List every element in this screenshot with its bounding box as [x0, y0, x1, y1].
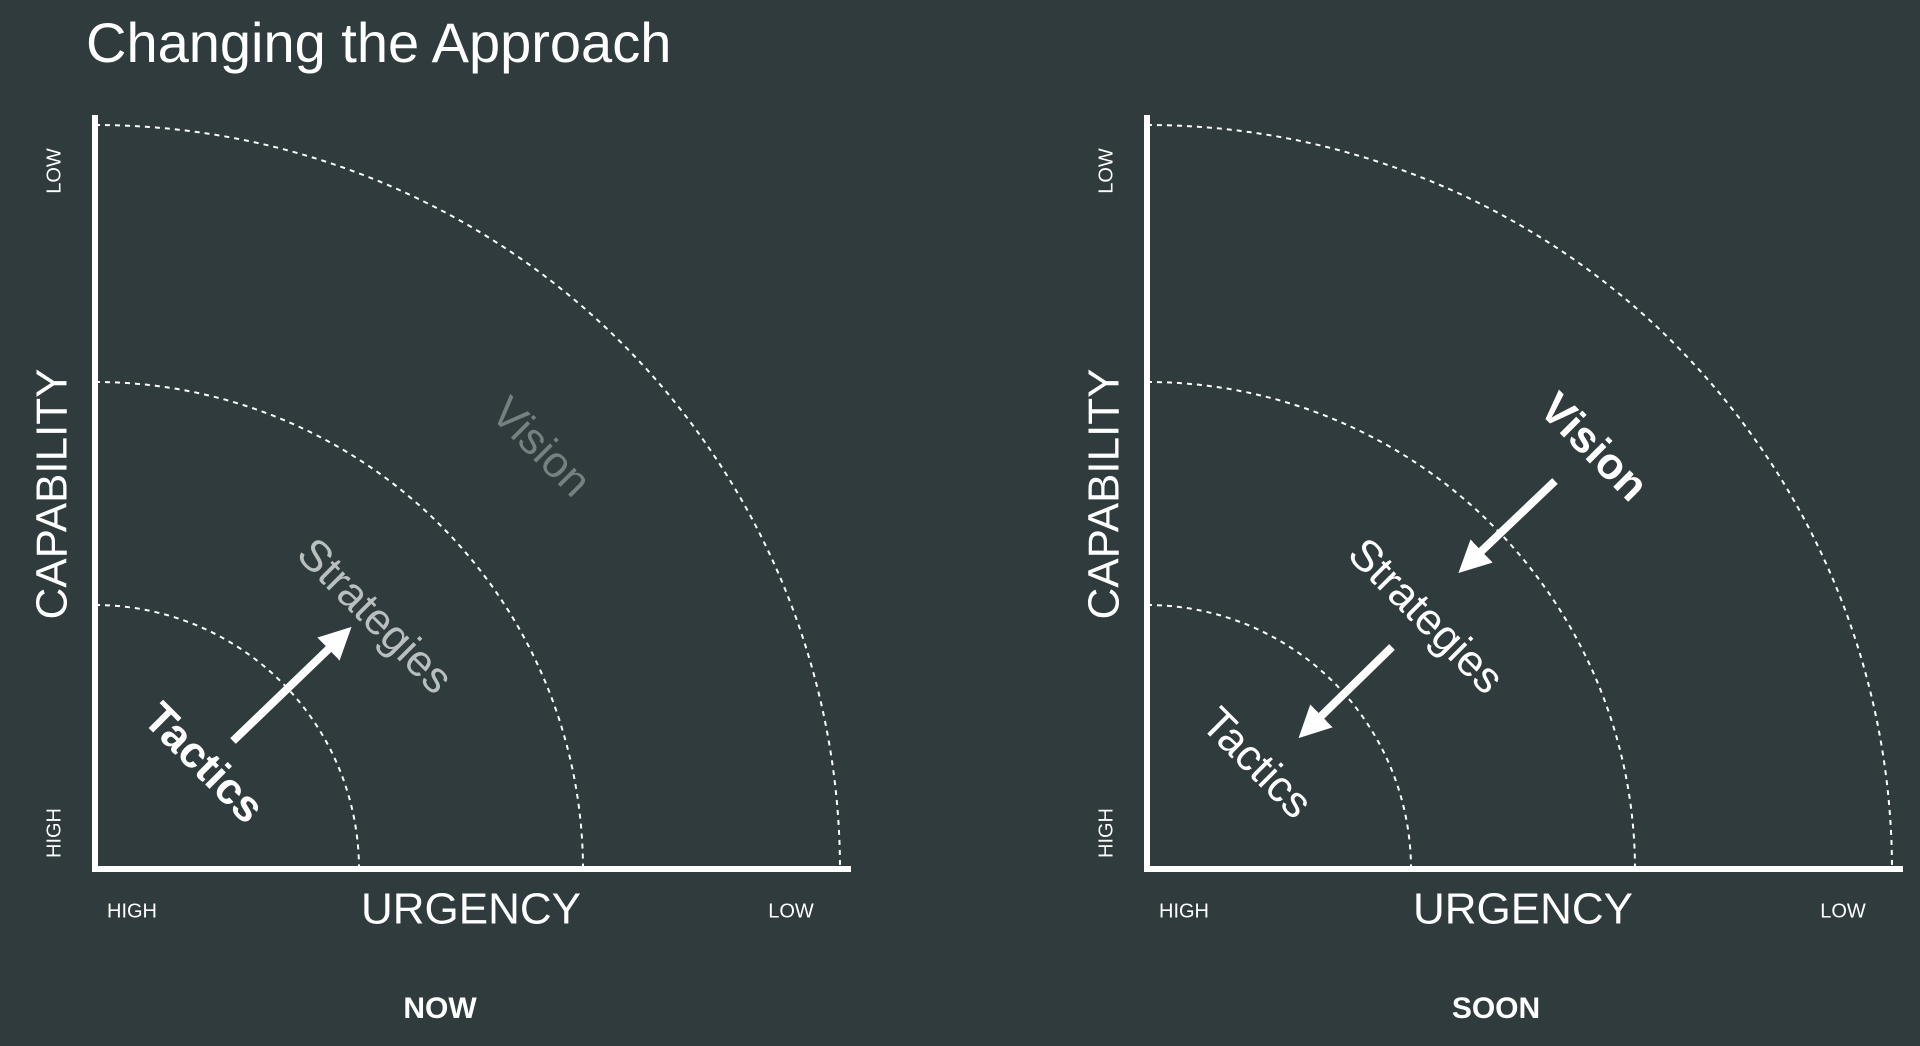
arrow: [1298, 644, 1395, 739]
arrow: [230, 626, 352, 744]
y-label: CAPABILITY: [1080, 368, 1129, 619]
y-low: LOW: [43, 148, 65, 194]
tactics: Tactics: [1192, 698, 1322, 828]
title: Changing the Approach: [86, 11, 671, 74]
vision: Vision: [482, 388, 601, 507]
panel-soon: LOW HIGH CAPABILITY HIGH URGENCY LOW SOO…: [1080, 115, 1903, 1025]
x-high: HIGH: [1159, 900, 1209, 922]
y-high: HIGH: [1095, 808, 1117, 858]
x-low: LOW: [768, 900, 814, 922]
tactics: Tactics: [134, 693, 274, 833]
ring-inner: [1146, 604, 1412, 870]
y-low: LOW: [1095, 148, 1117, 194]
x-label: URGENCY: [361, 885, 581, 934]
y-label: CAPABILITY: [28, 368, 77, 619]
ring-outer: [94, 124, 841, 870]
panel-now: LOW HIGH CAPABILITY HIGH URGENCY LOW NOW…: [28, 115, 851, 1025]
arrow: [1458, 478, 1558, 574]
x-low: LOW: [1820, 900, 1866, 922]
ring-middle: [94, 381, 584, 870]
ring-inner: [94, 604, 360, 870]
axes: [92, 115, 851, 872]
y-high: HIGH: [43, 808, 65, 858]
axes: [1144, 115, 1903, 872]
ring-outer: [1146, 124, 1893, 870]
caption: SOON: [1452, 992, 1540, 1025]
caption: NOW: [403, 992, 477, 1025]
x-high: HIGH: [107, 900, 157, 922]
x-label: URGENCY: [1413, 885, 1633, 934]
strategies: Strategies: [288, 529, 463, 704]
ring-middle: [1146, 381, 1636, 870]
